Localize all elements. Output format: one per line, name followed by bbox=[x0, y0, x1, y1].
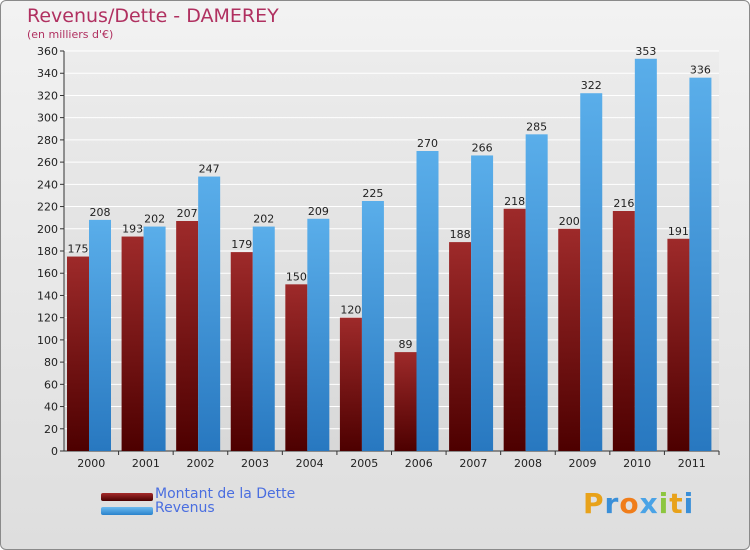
bar-revenus bbox=[361, 201, 384, 451]
bar-dette bbox=[285, 284, 308, 451]
data-label-revenus: 266 bbox=[472, 141, 493, 154]
data-label-dette: 207 bbox=[177, 207, 198, 220]
chart-title: Revenus/Dette - DAMEREY bbox=[27, 5, 279, 27]
data-label-revenus: 270 bbox=[417, 137, 438, 150]
data-label-dette: 188 bbox=[450, 228, 471, 241]
legend-swatch-revenus bbox=[101, 507, 153, 515]
bar-dette bbox=[121, 236, 144, 451]
x-tick-label: 2008 bbox=[514, 457, 542, 470]
y-tick-label: 120 bbox=[37, 312, 58, 325]
data-label-dette: 89 bbox=[399, 338, 413, 351]
logo-letter: P bbox=[583, 487, 605, 520]
bar-revenus bbox=[198, 176, 221, 452]
data-label-revenus: 202 bbox=[253, 213, 274, 226]
logo-letter: i bbox=[683, 487, 695, 520]
y-tick-label: 300 bbox=[37, 112, 58, 125]
x-tick-label: 2007 bbox=[459, 457, 487, 470]
bar-dette bbox=[176, 221, 199, 451]
data-label-revenus: 208 bbox=[90, 206, 111, 219]
y-tick-label: 220 bbox=[37, 201, 58, 214]
y-tick-label: 0 bbox=[51, 445, 58, 458]
bar-dette bbox=[67, 256, 89, 451]
data-label-revenus: 285 bbox=[526, 120, 547, 133]
x-tick-label: 2003 bbox=[241, 457, 269, 470]
data-label-dette: 218 bbox=[504, 195, 525, 208]
legend-label-revenus: Revenus bbox=[155, 500, 215, 516]
data-label-revenus: 209 bbox=[308, 205, 329, 218]
bar-revenus bbox=[580, 93, 603, 451]
y-tick-label: 240 bbox=[37, 178, 58, 191]
x-tick-label: 2001 bbox=[132, 457, 160, 470]
logo-letter: t bbox=[669, 487, 684, 520]
x-tick-label: 2005 bbox=[350, 457, 378, 470]
y-tick-label: 260 bbox=[37, 156, 58, 169]
bar-revenus bbox=[416, 151, 439, 451]
bar-revenus bbox=[634, 58, 657, 452]
bar-dette bbox=[667, 238, 690, 451]
y-tick-label: 360 bbox=[37, 45, 58, 58]
bar-revenus bbox=[89, 219, 111, 451]
legend-swatch-dette bbox=[101, 493, 153, 501]
x-tick-label: 2000 bbox=[77, 457, 105, 470]
data-label-dette: 175 bbox=[68, 243, 89, 256]
data-label-revenus: 322 bbox=[581, 79, 602, 92]
legend-label-dette: Montant de la Dette bbox=[155, 486, 296, 502]
y-tick-label: 180 bbox=[37, 245, 58, 258]
logo-letter: i bbox=[658, 487, 670, 520]
x-tick-label: 2002 bbox=[186, 457, 214, 470]
x-tick-label: 2010 bbox=[623, 457, 651, 470]
bar-dette bbox=[503, 208, 526, 451]
y-tick-label: 80 bbox=[44, 356, 58, 369]
x-tick-label: 2011 bbox=[678, 457, 706, 470]
y-tick-label: 60 bbox=[44, 378, 58, 391]
data-label-revenus: 202 bbox=[144, 213, 165, 226]
bar-dette bbox=[558, 228, 581, 451]
bar-revenus bbox=[525, 134, 548, 452]
data-label-dette: 200 bbox=[559, 215, 580, 228]
y-tick-label: 200 bbox=[37, 223, 58, 236]
x-tick-label: 2006 bbox=[405, 457, 433, 470]
y-tick-label: 320 bbox=[37, 89, 58, 102]
x-tick-label: 2009 bbox=[569, 457, 597, 470]
bar-revenus bbox=[143, 226, 166, 451]
logo-letter: r bbox=[604, 487, 620, 520]
chart-subtitle: (en milliers d'€) bbox=[27, 28, 114, 41]
y-tick-label: 100 bbox=[37, 334, 58, 347]
y-tick-label: 280 bbox=[37, 134, 58, 147]
y-tick-label: 340 bbox=[37, 67, 58, 80]
bar-revenus bbox=[471, 155, 494, 451]
proxiti-logo: Proxiti bbox=[583, 487, 694, 520]
bar-dette bbox=[230, 252, 253, 451]
data-label-dette: 179 bbox=[231, 238, 252, 251]
y-tick-label: 20 bbox=[44, 423, 58, 436]
data-label-dette: 216 bbox=[613, 197, 634, 210]
data-label-revenus: 247 bbox=[199, 163, 220, 176]
x-tick-label: 2004 bbox=[296, 457, 324, 470]
data-label-revenus: 225 bbox=[362, 187, 383, 200]
y-tick-label: 40 bbox=[44, 401, 58, 414]
data-label-revenus: 353 bbox=[635, 45, 656, 58]
logo-letter: o bbox=[619, 487, 640, 520]
bar-dette bbox=[394, 352, 417, 451]
data-label-dette: 150 bbox=[286, 270, 307, 283]
bar-revenus bbox=[252, 226, 275, 451]
bar-revenus bbox=[689, 77, 712, 452]
bar-dette bbox=[339, 317, 362, 451]
data-label-dette: 193 bbox=[122, 223, 143, 236]
data-label-dette: 120 bbox=[340, 304, 361, 317]
bar-dette bbox=[612, 211, 635, 451]
bar-revenus bbox=[307, 218, 330, 451]
data-label-revenus: 336 bbox=[690, 64, 711, 77]
data-label-dette: 191 bbox=[668, 225, 689, 238]
logo-letter: x bbox=[639, 487, 659, 520]
y-tick-label: 140 bbox=[37, 289, 58, 302]
y-tick-label: 160 bbox=[37, 267, 58, 280]
bar-dette bbox=[449, 242, 472, 451]
